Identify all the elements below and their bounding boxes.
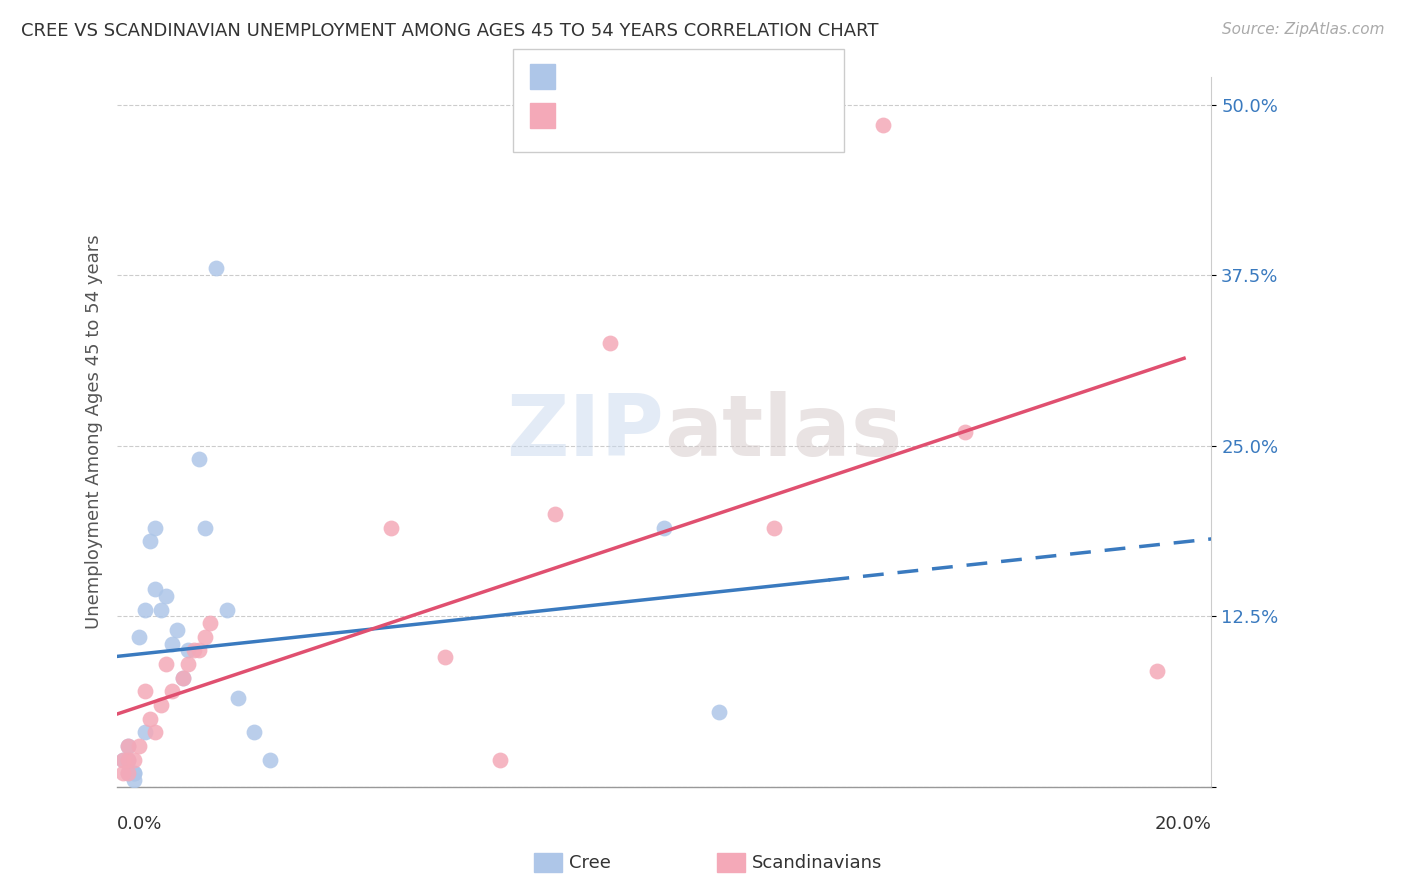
Text: N =: N = <box>665 107 704 125</box>
Text: CREE VS SCANDINAVIAN UNEMPLOYMENT AMONG AGES 45 TO 54 YEARS CORRELATION CHART: CREE VS SCANDINAVIAN UNEMPLOYMENT AMONG … <box>21 22 879 40</box>
Text: R =: R = <box>567 69 606 87</box>
Point <box>177 657 200 672</box>
Text: Source: ZipAtlas.com: Source: ZipAtlas.com <box>1222 22 1385 37</box>
Point <box>149 698 172 712</box>
Point <box>122 766 145 780</box>
Point <box>155 589 177 603</box>
Point <box>177 643 200 657</box>
Point <box>243 725 266 739</box>
Point <box>117 766 139 780</box>
Point <box>134 602 156 616</box>
Point <box>380 521 402 535</box>
Text: 28: 28 <box>707 107 730 125</box>
Point <box>194 630 217 644</box>
Point <box>200 616 222 631</box>
Point <box>183 643 205 657</box>
Text: 28: 28 <box>707 69 730 87</box>
Point <box>172 671 194 685</box>
Text: 0.605: 0.605 <box>609 107 659 125</box>
Point <box>1146 664 1168 678</box>
Point <box>145 521 167 535</box>
Point <box>188 643 211 657</box>
Point <box>117 739 139 753</box>
Text: R =: R = <box>567 107 606 125</box>
Point <box>434 650 457 665</box>
Point <box>145 725 167 739</box>
Point <box>204 261 226 276</box>
Point <box>194 521 217 535</box>
Point <box>134 684 156 698</box>
Point <box>139 534 162 549</box>
Point <box>122 773 145 788</box>
Text: 0.0%: 0.0% <box>117 815 163 833</box>
Point <box>145 582 167 596</box>
Point <box>489 753 512 767</box>
Point <box>134 725 156 739</box>
Text: Scandinavians: Scandinavians <box>752 854 883 871</box>
Point <box>117 753 139 767</box>
Point <box>160 684 183 698</box>
Point <box>122 753 145 767</box>
Point <box>160 637 183 651</box>
Point <box>155 657 177 672</box>
Point <box>111 753 134 767</box>
Point <box>762 521 785 535</box>
Point <box>122 766 145 780</box>
Point <box>111 753 134 767</box>
Point <box>117 766 139 780</box>
Point <box>166 623 188 637</box>
Point <box>955 425 977 440</box>
Point <box>872 118 894 132</box>
Point <box>259 753 281 767</box>
Point <box>111 766 134 780</box>
Point <box>599 336 621 351</box>
Point <box>128 630 150 644</box>
Point <box>215 602 238 616</box>
Point <box>544 507 567 521</box>
Point <box>226 691 249 706</box>
Text: atlas: atlas <box>664 391 903 474</box>
Point <box>117 753 139 767</box>
Y-axis label: Unemployment Among Ages 45 to 54 years: Unemployment Among Ages 45 to 54 years <box>86 235 103 630</box>
Point <box>172 671 194 685</box>
Text: N =: N = <box>665 69 704 87</box>
Point <box>117 739 139 753</box>
Point <box>139 712 162 726</box>
Point <box>652 521 675 535</box>
Text: Cree: Cree <box>569 854 612 871</box>
Point <box>128 739 150 753</box>
Text: ZIP: ZIP <box>506 391 664 474</box>
Point <box>188 452 211 467</box>
Point <box>149 602 172 616</box>
Text: 0.148: 0.148 <box>609 69 659 87</box>
Text: 20.0%: 20.0% <box>1154 815 1212 833</box>
Point <box>707 705 730 719</box>
